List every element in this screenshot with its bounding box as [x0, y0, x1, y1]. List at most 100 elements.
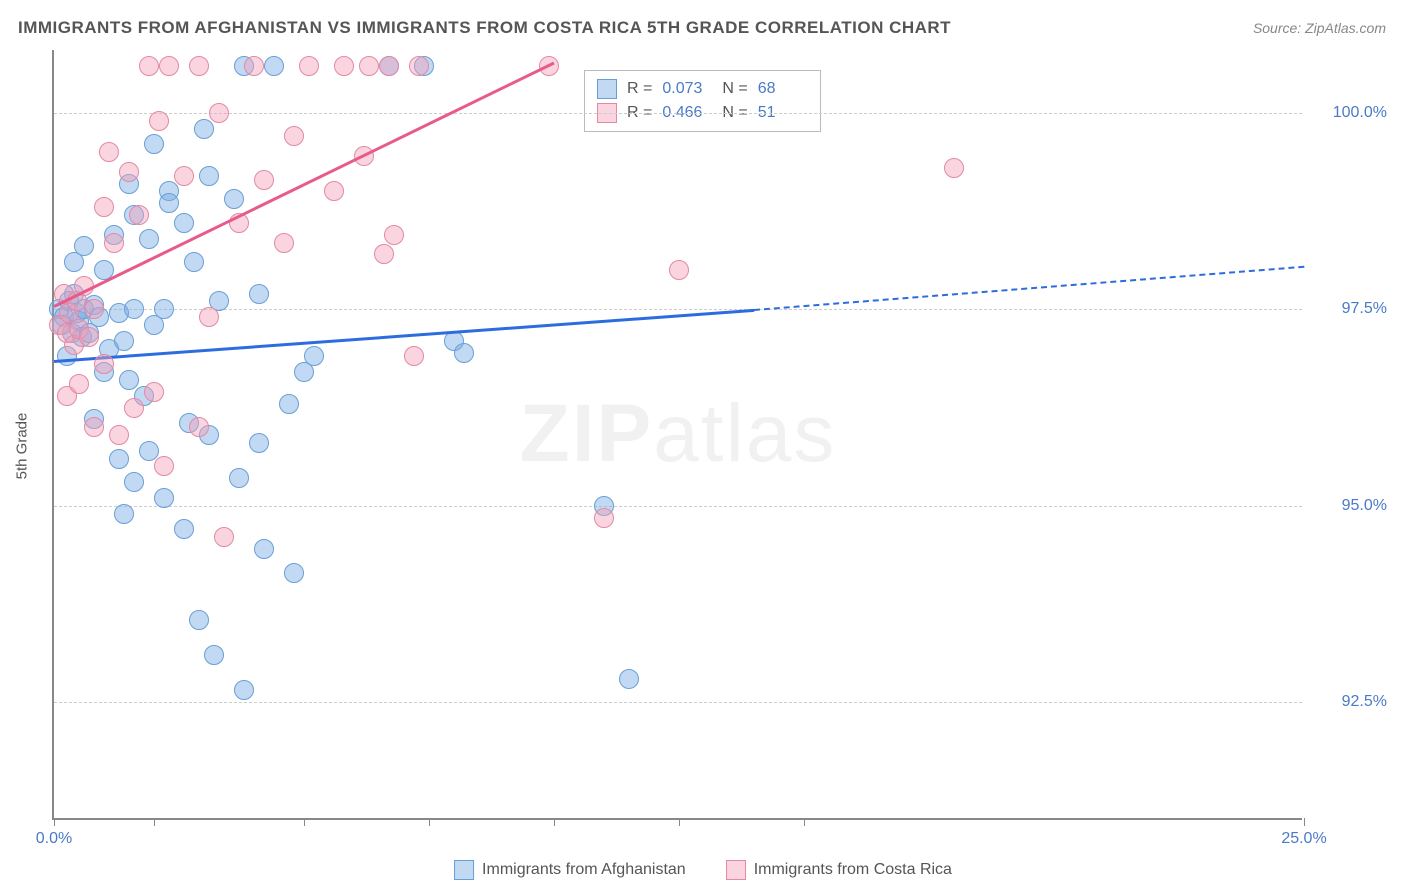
- data-point: [104, 233, 124, 253]
- data-point: [149, 111, 169, 131]
- y-tick-label: 95.0%: [1342, 497, 1387, 515]
- stat-label-n: N =: [722, 80, 747, 98]
- data-point: [304, 346, 324, 366]
- data-point: [159, 193, 179, 213]
- x-tick: [54, 818, 55, 826]
- legend-swatch: [726, 860, 746, 880]
- gridline: [54, 702, 1302, 703]
- data-point: [249, 433, 269, 453]
- data-point: [189, 56, 209, 76]
- data-point: [94, 197, 114, 217]
- data-point: [669, 260, 689, 280]
- x-tick: [154, 818, 155, 826]
- data-point: [184, 252, 204, 272]
- data-point: [324, 181, 344, 201]
- data-point: [119, 162, 139, 182]
- data-point: [299, 56, 319, 76]
- data-point: [254, 539, 274, 559]
- data-point: [194, 119, 214, 139]
- data-point: [454, 343, 474, 363]
- data-point: [234, 680, 254, 700]
- data-point: [374, 244, 394, 264]
- x-tick: [304, 818, 305, 826]
- x-tick-label: 25.0%: [1281, 830, 1326, 848]
- stats-row-afghanistan: R = 0.073 N = 68: [597, 77, 808, 101]
- data-point: [69, 374, 89, 394]
- data-point: [619, 669, 639, 689]
- gridline: [54, 506, 1302, 507]
- data-point: [209, 103, 229, 123]
- data-point: [139, 56, 159, 76]
- data-point: [124, 472, 144, 492]
- data-point: [174, 519, 194, 539]
- x-tick: [554, 818, 555, 826]
- data-point: [129, 205, 149, 225]
- data-point: [334, 56, 354, 76]
- data-point: [114, 504, 134, 524]
- data-point: [199, 166, 219, 186]
- data-point: [154, 456, 174, 476]
- data-point: [99, 142, 119, 162]
- swatch-afghanistan: [597, 79, 617, 99]
- data-point: [199, 307, 219, 327]
- data-point: [189, 417, 209, 437]
- data-point: [284, 126, 304, 146]
- data-point: [214, 527, 234, 547]
- x-tick: [429, 818, 430, 826]
- data-point: [159, 56, 179, 76]
- gridline: [54, 113, 1302, 114]
- y-tick-label: 97.5%: [1342, 300, 1387, 318]
- data-point: [224, 189, 244, 209]
- legend-label: Immigrants from Costa Rica: [754, 861, 952, 879]
- data-point: [594, 508, 614, 528]
- data-point: [124, 398, 144, 418]
- data-point: [79, 327, 99, 347]
- data-point: [109, 449, 129, 469]
- data-point: [359, 56, 379, 76]
- gridline: [54, 309, 1302, 310]
- data-point: [154, 299, 174, 319]
- stat-value-r: 0.073: [662, 80, 712, 98]
- data-point: [284, 563, 304, 583]
- data-point: [249, 284, 269, 304]
- data-point: [379, 56, 399, 76]
- stat-label-r: R =: [627, 80, 652, 98]
- y-tick-label: 92.5%: [1342, 693, 1387, 711]
- trend-line: [754, 266, 1304, 311]
- source-credit: Source: ZipAtlas.com: [1253, 20, 1386, 36]
- data-point: [274, 233, 294, 253]
- data-point: [109, 425, 129, 445]
- data-point: [94, 354, 114, 374]
- x-tick-label: 0.0%: [36, 830, 72, 848]
- data-point: [189, 610, 209, 630]
- correlation-stats-box: R = 0.073 N = 68 R = 0.466 N = 51: [584, 70, 821, 132]
- data-point: [409, 56, 429, 76]
- legend-label: Immigrants from Afghanistan: [482, 861, 686, 879]
- legend-swatch: [454, 860, 474, 880]
- data-point: [139, 229, 159, 249]
- data-point: [154, 488, 174, 508]
- x-tick: [1304, 818, 1305, 826]
- data-point: [279, 394, 299, 414]
- data-point: [204, 645, 224, 665]
- data-point: [114, 331, 134, 351]
- data-point: [144, 382, 164, 402]
- data-point: [229, 468, 249, 488]
- legend-item-afghanistan: Immigrants from Afghanistan: [454, 860, 686, 880]
- data-point: [254, 170, 274, 190]
- data-point: [384, 225, 404, 245]
- data-point: [244, 56, 264, 76]
- data-point: [264, 56, 284, 76]
- data-point: [139, 441, 159, 461]
- data-point: [84, 417, 104, 437]
- y-tick-label: 100.0%: [1333, 104, 1387, 122]
- data-point: [174, 166, 194, 186]
- data-point: [119, 370, 139, 390]
- data-point: [84, 299, 104, 319]
- data-point: [144, 134, 164, 154]
- data-point: [74, 236, 94, 256]
- data-point: [124, 299, 144, 319]
- x-tick: [804, 818, 805, 826]
- watermark: ZIPatlas: [520, 387, 837, 481]
- plot-area: ZIPatlas R = 0.073 N = 68 R = 0.466 N = …: [52, 50, 1302, 820]
